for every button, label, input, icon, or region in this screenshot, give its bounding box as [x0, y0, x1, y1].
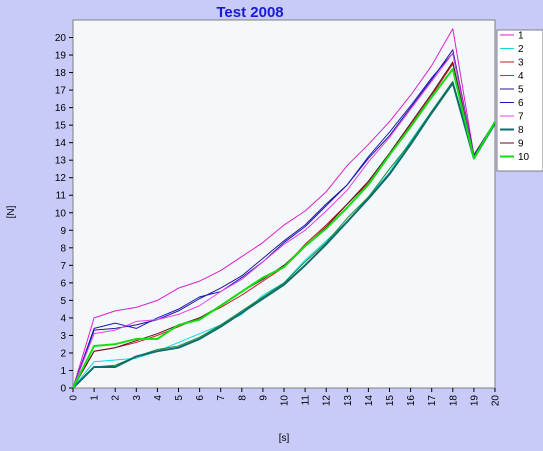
legend-label: 5	[518, 85, 524, 96]
x-axis-label: [s]	[279, 433, 290, 444]
series-lines	[72, 28, 496, 389]
x-tick-label: 7	[216, 395, 227, 401]
x-tick-label: 4	[153, 395, 164, 401]
y-tick-label: 16	[55, 103, 67, 114]
series-line-1	[72, 28, 496, 389]
x-tick-label: 9	[258, 395, 269, 401]
y-tick-label: 2	[60, 348, 66, 359]
x-tick-label: 2	[111, 395, 122, 401]
y-tick-label: 17	[55, 86, 67, 97]
x-tick-label: 6	[195, 395, 206, 401]
y-tick-label: 20	[55, 33, 67, 44]
y-tick-label: 10	[55, 208, 67, 219]
y-tick-label: 14	[55, 138, 67, 149]
x-tick-label: 12	[322, 395, 333, 407]
y-tick-label: 12	[55, 173, 67, 184]
x-tick-label: 0	[69, 395, 80, 401]
legend-label: 10	[518, 152, 530, 163]
x-tick-label: 17	[427, 395, 438, 407]
plot-area	[72, 19, 496, 389]
y-tick-label: 3	[60, 331, 66, 342]
y-tick-label: 19	[55, 51, 67, 62]
legend-label: 3	[518, 58, 524, 69]
y-tick-label: 11	[56, 191, 67, 202]
legend: 1 2 3 4 5 6 7 8 9 10	[496, 29, 543, 172]
series-line-7	[72, 52, 496, 389]
legend-label: 9	[518, 139, 524, 150]
legend-label: 1	[518, 31, 524, 42]
y-axis-label: [N]	[6, 205, 17, 218]
y-tick-label: 4	[60, 313, 66, 324]
x-tick-label: 1	[90, 395, 101, 401]
x-tick-label: 8	[237, 395, 248, 401]
y-tick-label: 15	[55, 121, 67, 132]
x-tick-label: 19	[469, 395, 480, 407]
legend-label: 2	[518, 44, 524, 55]
legend-box	[496, 29, 543, 172]
y-tick-label: 8	[60, 243, 66, 254]
y-tick-label: 6	[60, 278, 66, 289]
x-tick-label: 18	[448, 395, 459, 407]
legend-label: 4	[518, 71, 524, 82]
y-tick-label: 0	[60, 384, 66, 395]
series-line-5	[72, 49, 496, 389]
series-line-10	[72, 68, 496, 389]
chart-title: Test 2008	[216, 4, 284, 21]
y-tick-label: 5	[60, 296, 66, 307]
legend-label: 6	[518, 98, 524, 109]
x-tick-label: 15	[385, 395, 396, 407]
x-tick-label: 3	[132, 395, 143, 401]
x-axis: 0 1 2 3 4 5 6 7 8 9 10 11 12 13 14 15 16 17 18 19 20	[69, 388, 502, 406]
y-tick-label: 7	[60, 261, 66, 272]
x-tick-label: 11	[301, 395, 312, 406]
y-tick-label: 9	[60, 226, 66, 237]
y-tick-label: 13	[55, 156, 67, 167]
x-tick-label: 10	[280, 395, 291, 407]
x-tick-label: 16	[406, 395, 417, 407]
series-line-8	[72, 82, 496, 389]
y-tick-label: 18	[55, 68, 67, 79]
x-tick-label: 20	[491, 395, 502, 407]
legend-label: 7	[518, 112, 524, 123]
x-tick-label: 13	[343, 395, 354, 407]
legend-label: 8	[518, 125, 524, 136]
x-tick-label: 14	[364, 395, 375, 407]
x-tick-label: 5	[174, 395, 185, 401]
y-tick-label: 1	[60, 366, 66, 377]
series-line-6	[72, 52, 496, 389]
